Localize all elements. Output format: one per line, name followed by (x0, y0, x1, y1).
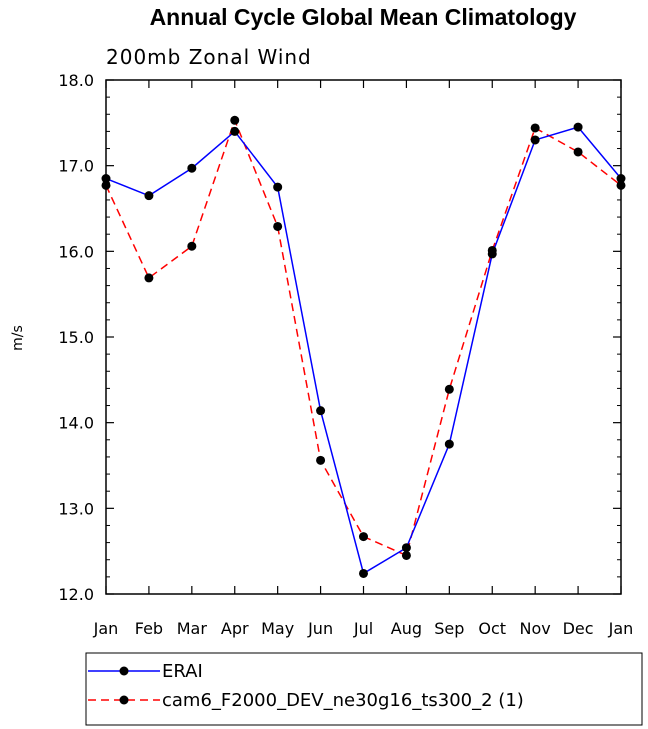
data-point (144, 191, 154, 201)
data-point (273, 221, 283, 231)
x-tick-label: Apr (221, 619, 249, 638)
legend-box (85, 652, 643, 726)
data-point (573, 122, 583, 132)
data-point (316, 406, 326, 416)
x-tick-label: Nov (520, 619, 551, 638)
chart-title: Annual Cycle Global Mean Climatology (150, 4, 577, 30)
x-tick-label: Jan (93, 619, 119, 638)
x-tick-label: Sep (434, 619, 464, 638)
data-point (230, 126, 240, 136)
y-tick-label: 15.0 (58, 328, 94, 347)
legend-marker (119, 695, 129, 705)
y-tick-label: 14.0 (58, 414, 94, 433)
tick-layer: Jan Feb Mar Apr May Jun Jul Aug Sep Oct Nov Dec Jan 1… (58, 71, 633, 638)
y-axis-label: m/s (10, 325, 26, 351)
data-point (444, 439, 454, 449)
data-point (187, 241, 197, 251)
y-tick-label: 12.0 (58, 585, 94, 604)
plot-frame (105, 79, 622, 595)
data-point (101, 180, 111, 190)
x-tick-label: Jan (608, 619, 634, 638)
data-point (487, 245, 497, 255)
x-tick-label: Dec (563, 619, 594, 638)
data-point (530, 123, 540, 133)
data-point (401, 543, 411, 553)
y-tick-label: 16.0 (58, 242, 94, 261)
data-point (316, 455, 326, 465)
x-tick-label: Feb (135, 619, 163, 638)
legend-label: ERAI (162, 661, 203, 682)
series-line (105, 118, 622, 557)
legend-marker (119, 666, 129, 676)
y-tick-label: 18.0 (58, 71, 94, 90)
chart-subtitle: 200mb Zonal Wind (106, 45, 312, 69)
y-tick-label: 17.0 (58, 157, 94, 176)
data-point (359, 532, 368, 542)
y-tick-label: 13.0 (58, 499, 94, 518)
series-layer (101, 115, 626, 578)
series-line (105, 126, 622, 575)
data-point (530, 135, 540, 145)
data-point (573, 147, 583, 157)
data-point (359, 568, 368, 578)
legend: ERAI cam6_F2000_DEV_ne30g16_ts300_2 (1) (88, 661, 524, 711)
data-point (144, 273, 154, 283)
x-tick-label: Oct (478, 619, 506, 638)
x-tick-label: Mar (177, 619, 208, 638)
x-tick-label: Jul (353, 619, 373, 638)
data-point (616, 180, 626, 190)
x-tick-label: Jun (307, 619, 333, 638)
x-tick-label: May (261, 619, 294, 638)
data-point (273, 182, 283, 192)
data-point (444, 384, 454, 394)
data-point (401, 550, 411, 560)
data-point (101, 174, 111, 184)
x-tick-label: Aug (391, 619, 422, 638)
legend-label: cam6_F2000_DEV_ne30g16_ts300_2 (1) (162, 690, 524, 711)
data-point (187, 163, 197, 173)
data-point (230, 115, 240, 125)
data-point (616, 174, 626, 184)
